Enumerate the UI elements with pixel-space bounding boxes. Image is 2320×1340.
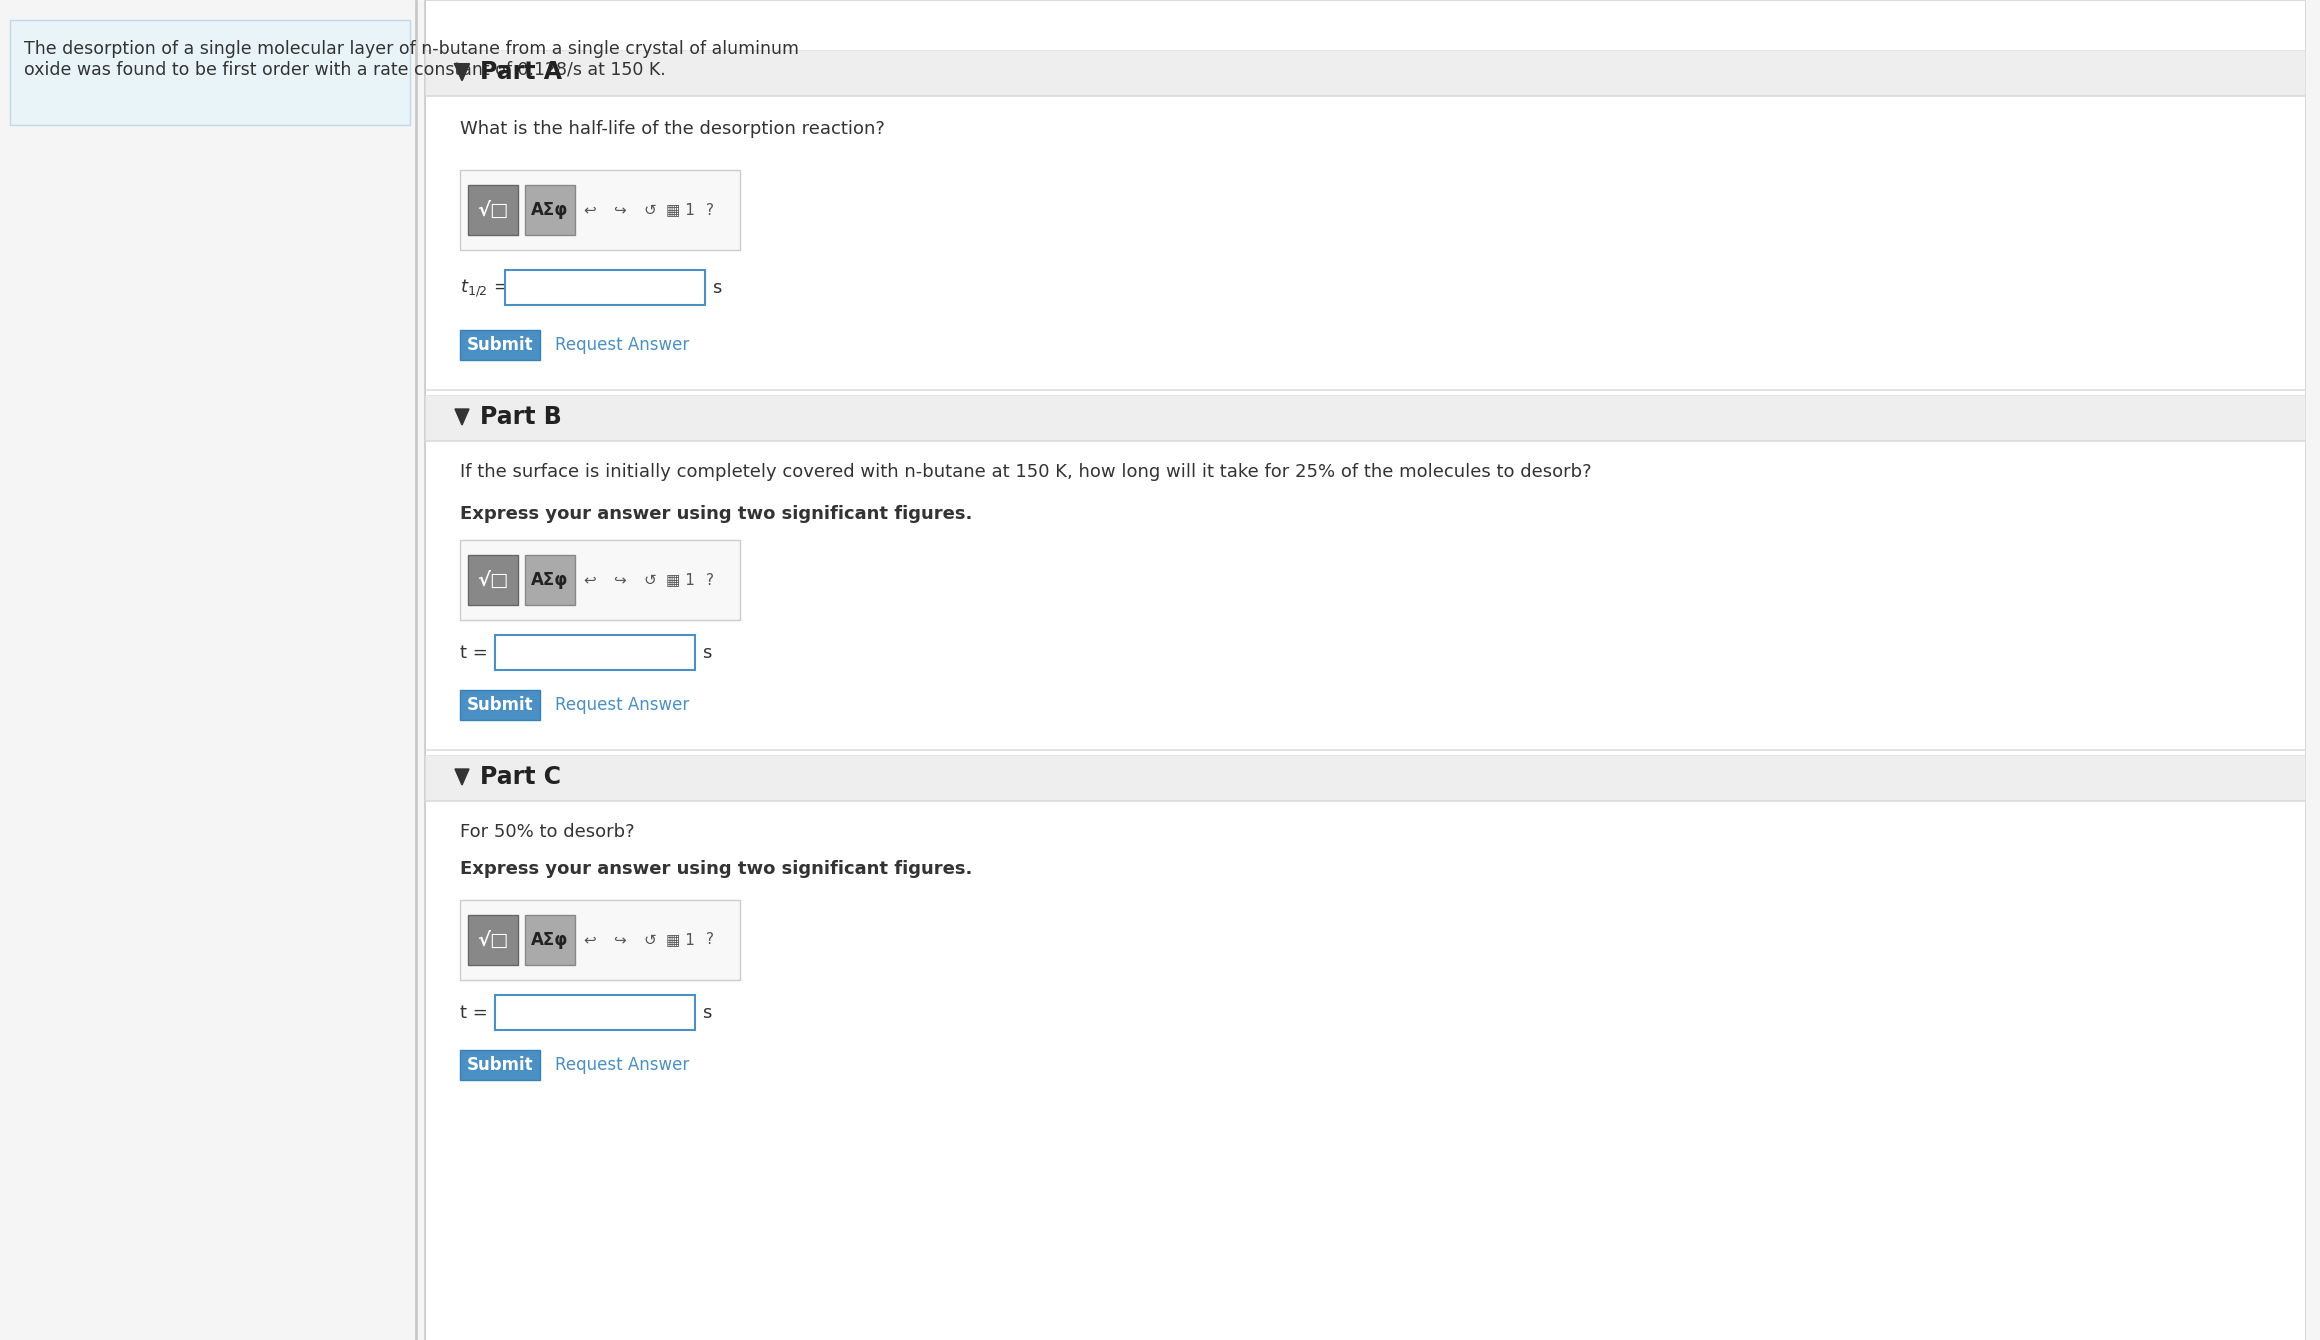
Text: ↪: ↪ (612, 933, 626, 947)
Text: √□: √□ (478, 930, 508, 950)
Bar (459, 690, 541, 720)
Bar (506, 269, 705, 306)
Text: ↺: ↺ (643, 202, 657, 217)
Text: ΑΣφ: ΑΣφ (531, 201, 568, 218)
Text: ↩: ↩ (585, 202, 596, 217)
Text: ?: ? (705, 202, 715, 217)
Text: Submit: Submit (466, 695, 534, 714)
Text: ↪: ↪ (612, 572, 626, 587)
Bar (425, 395, 2306, 440)
Text: s: s (703, 1004, 712, 1022)
Text: s: s (703, 645, 712, 662)
Text: ΑΣφ: ΑΣφ (531, 931, 568, 949)
Text: Express your answer using two significant figures.: Express your answer using two significan… (459, 505, 972, 523)
Text: For 50% to desorb?: For 50% to desorb? (459, 823, 636, 842)
Text: √□: √□ (478, 201, 508, 220)
Text: ▦ 1: ▦ 1 (666, 933, 694, 947)
Polygon shape (455, 64, 469, 80)
Text: ▦ 1: ▦ 1 (666, 572, 694, 587)
Bar (469, 555, 517, 604)
Text: If the surface is initially completely covered with n-butane at 150 K, how long : If the surface is initially completely c… (459, 464, 1592, 481)
Bar (425, 50, 2306, 95)
Text: s: s (712, 279, 722, 297)
Bar (469, 185, 517, 234)
Text: ?: ? (705, 572, 715, 587)
Bar (459, 540, 740, 620)
Text: ↩: ↩ (585, 933, 596, 947)
Bar (459, 330, 541, 360)
Bar (425, 0, 2306, 1340)
Bar (469, 915, 517, 965)
Bar (425, 754, 2306, 800)
Bar (524, 185, 575, 234)
Text: ↩: ↩ (585, 572, 596, 587)
Text: ▦ 1: ▦ 1 (666, 202, 694, 217)
Text: Part A: Part A (480, 60, 561, 84)
Text: Submit: Submit (466, 336, 534, 354)
Text: $t_{1/2}$ =: $t_{1/2}$ = (459, 277, 508, 299)
Polygon shape (455, 409, 469, 425)
Text: t =: t = (459, 1004, 487, 1022)
Text: ↺: ↺ (643, 572, 657, 587)
Text: Request Answer: Request Answer (554, 695, 689, 714)
Text: √□: √□ (478, 571, 508, 590)
Bar (459, 1051, 541, 1080)
Bar (459, 170, 740, 251)
Text: Request Answer: Request Answer (554, 336, 689, 354)
Text: Request Answer: Request Answer (554, 1056, 689, 1073)
Text: ΑΣφ: ΑΣφ (531, 571, 568, 590)
Text: Express your answer using two significant figures.: Express your answer using two significan… (459, 860, 972, 878)
Text: Part C: Part C (480, 765, 561, 789)
Text: t =: t = (459, 645, 487, 662)
Text: ↺: ↺ (643, 933, 657, 947)
Bar (494, 996, 696, 1030)
Bar (494, 635, 696, 670)
Text: ?: ? (705, 933, 715, 947)
Text: ↪: ↪ (612, 202, 626, 217)
Bar (9, 20, 411, 125)
Text: The desorption of a single molecular layer of n-butane from a single crystal of : The desorption of a single molecular lay… (23, 40, 798, 79)
Bar (524, 915, 575, 965)
Text: Submit: Submit (466, 1056, 534, 1073)
Text: What is the half-life of the desorption reaction?: What is the half-life of the desorption … (459, 121, 884, 138)
Bar (459, 900, 740, 980)
Text: Part B: Part B (480, 405, 561, 429)
Bar (524, 555, 575, 604)
Polygon shape (455, 769, 469, 785)
